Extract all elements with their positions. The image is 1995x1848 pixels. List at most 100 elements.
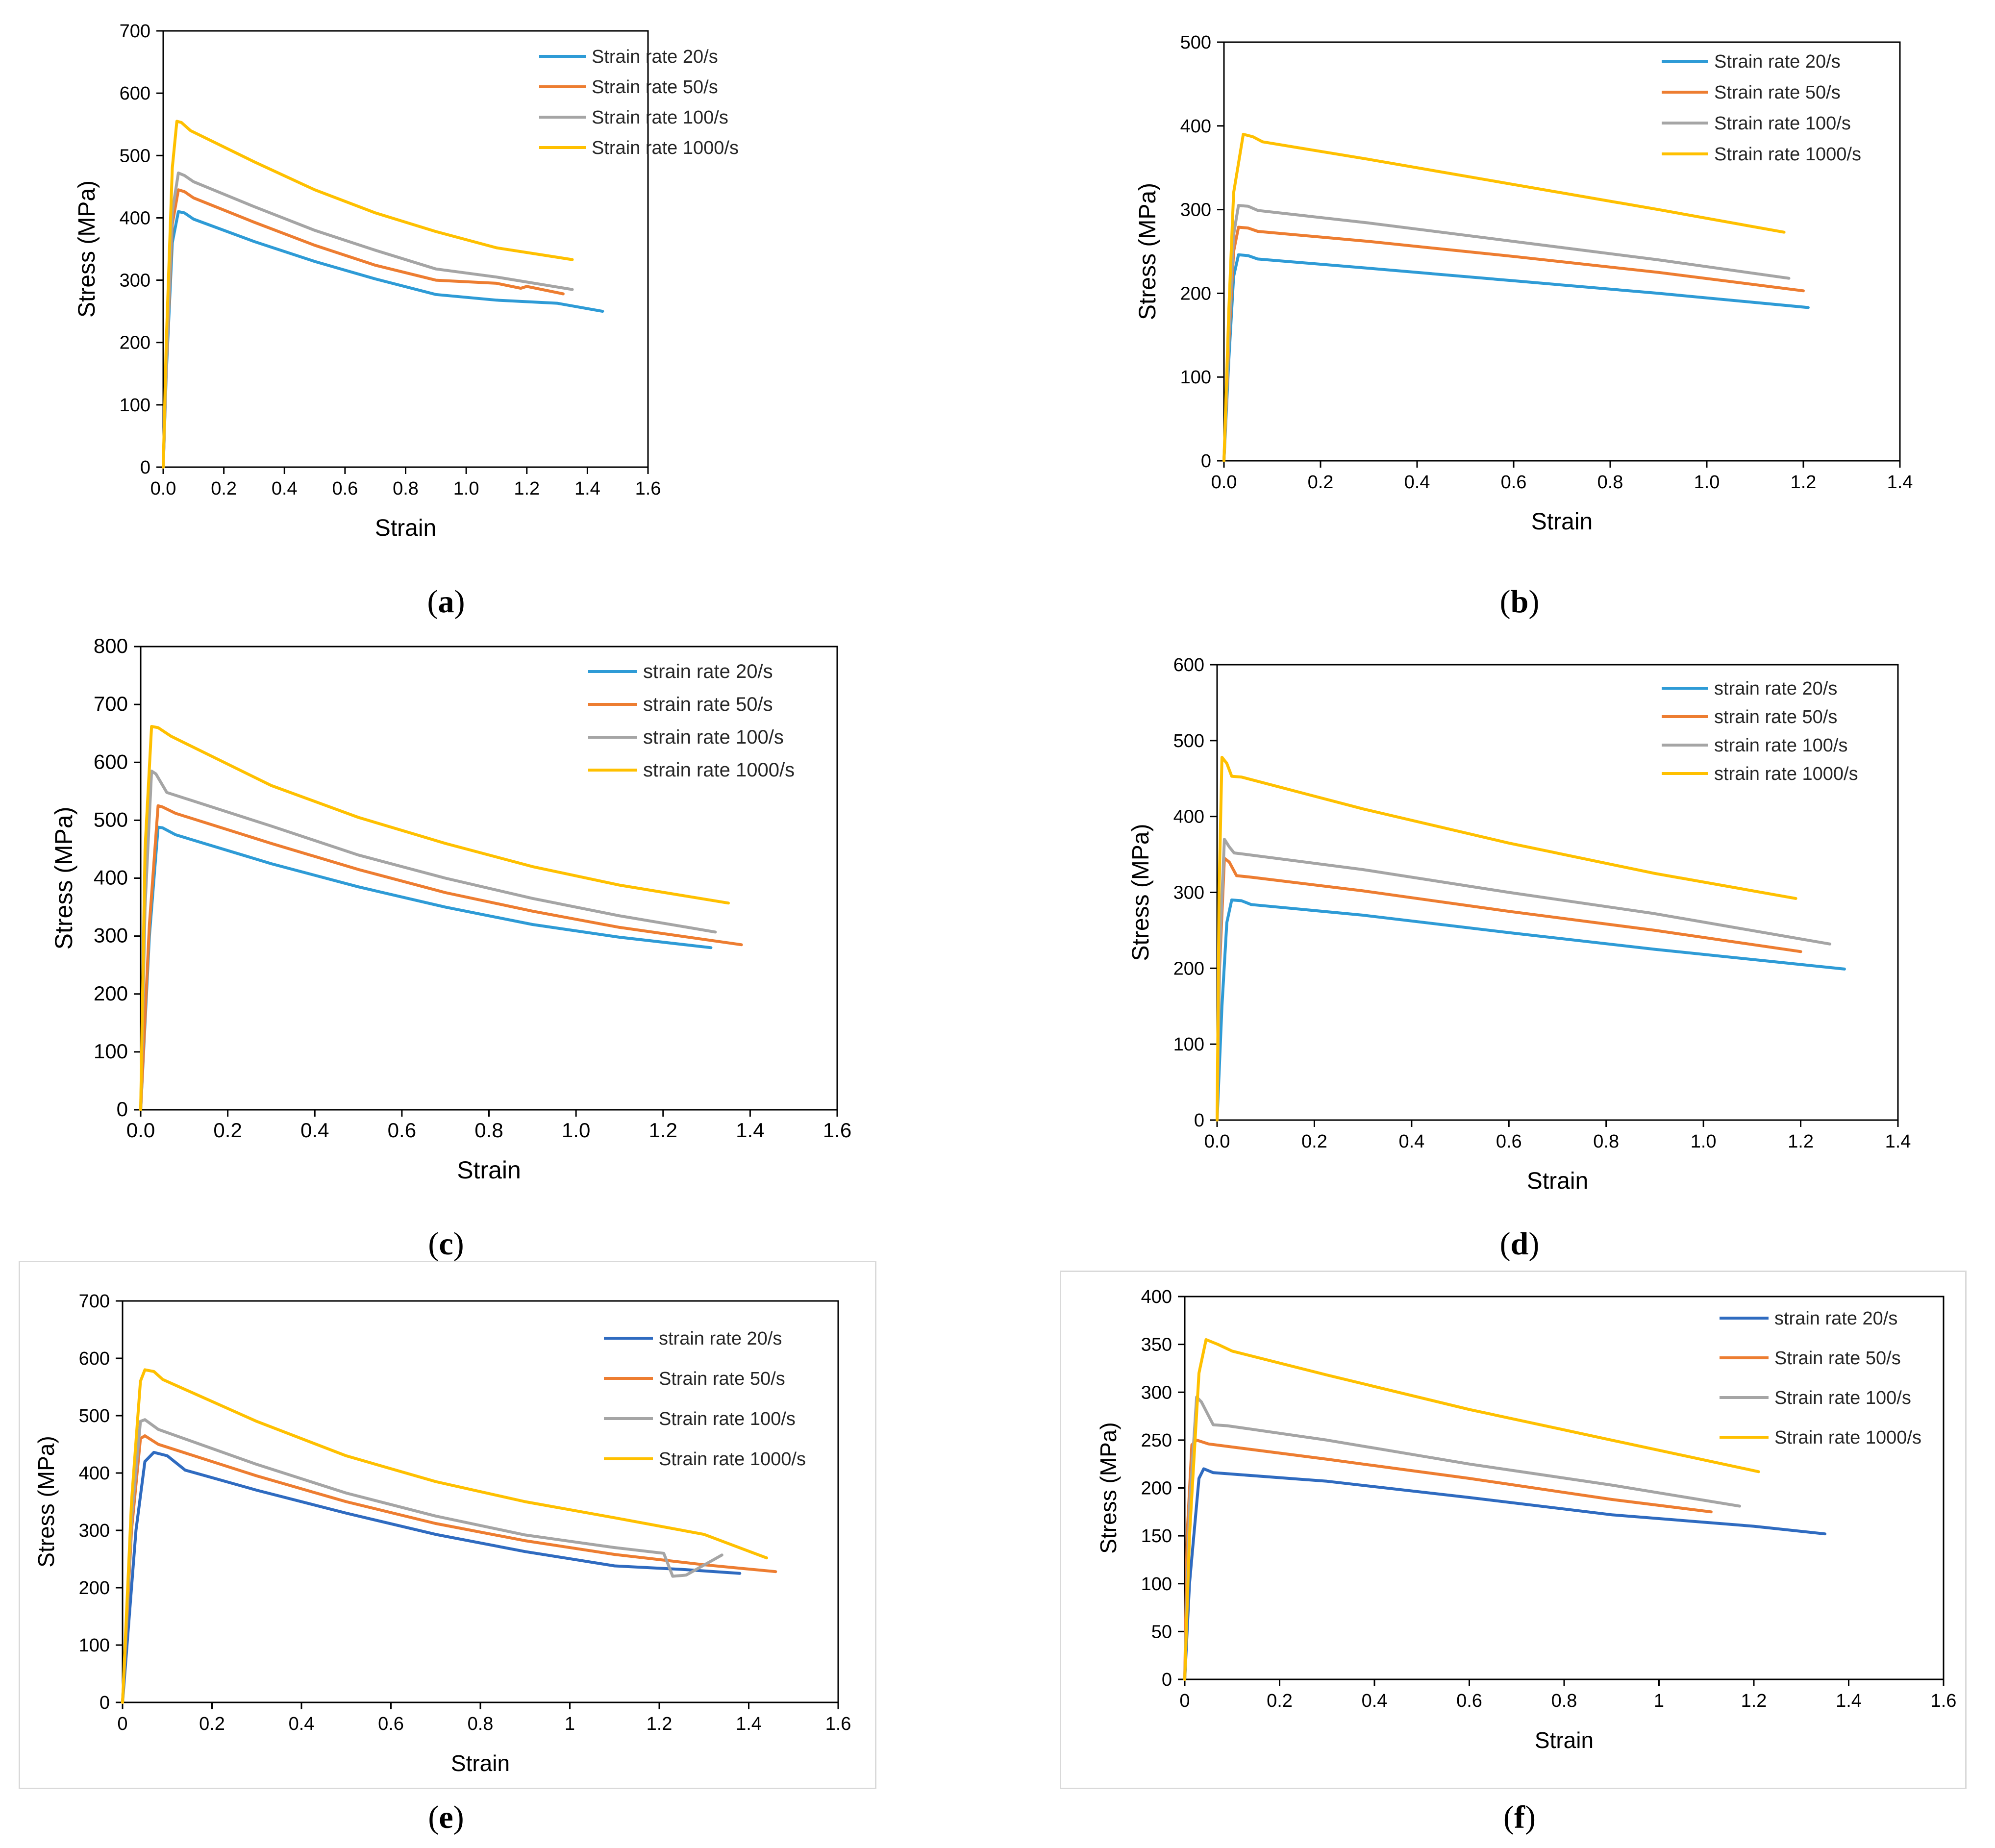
chart-panel-d: 0.0 0.2 0.4 0.6 0.8 1.0 1.2 1.4 0 100 200 300 400 500… <box>1029 618 1995 1230</box>
y-axis-label: Stress (MPa) <box>74 180 100 318</box>
x-tick-label: 0.6 <box>378 1714 404 1734</box>
y-tick-label: 600 <box>1173 655 1204 675</box>
y-tick-label: 800 <box>94 634 128 657</box>
legend-label: strain rate 20/s <box>659 1328 782 1349</box>
y-axis-label: Stress (MPa) <box>1128 824 1154 961</box>
x-axis-label: Strain <box>1527 1168 1588 1194</box>
x-tick-label: 0.0 <box>150 478 176 499</box>
x-tick-label: 0.2 <box>1267 1691 1293 1711</box>
caption-d: (d) <box>1499 1226 1540 1262</box>
y-tick-label: 500 <box>79 1406 110 1426</box>
x-tick-label: 0.6 <box>1496 1131 1522 1152</box>
y-tick-label: 500 <box>94 808 128 831</box>
legend-label: Strain rate 50/s <box>1714 82 1841 103</box>
y-tick-label: 100 <box>1141 1574 1172 1595</box>
x-tick-label: 0.8 <box>468 1714 494 1734</box>
legend-label: Strain rate 1000/s <box>592 138 739 158</box>
series-line-c-2 <box>139 804 743 1111</box>
legend-label: Strain rate 1000/s <box>1714 144 1861 165</box>
y-tick-label: 200 <box>1141 1478 1172 1499</box>
legend-label: Strain rate 1000/s <box>659 1449 806 1470</box>
y-tick-label: 250 <box>1141 1430 1172 1451</box>
x-tick-label: 0.2 <box>211 478 237 499</box>
y-tick-label: 0 <box>1194 1110 1204 1131</box>
series-line-c-1 <box>139 825 713 1111</box>
x-tick-label: 1.4 <box>736 1714 762 1734</box>
x-axis-label: Strain <box>1535 1727 1594 1753</box>
series-line-a-1 <box>162 210 604 469</box>
y-tick-label: 100 <box>1173 1034 1204 1055</box>
x-tick-label: 0.6 <box>1456 1691 1482 1711</box>
series-line-c-3 <box>139 770 717 1111</box>
x-tick-label: 0.0 <box>1211 472 1237 493</box>
y-tick-label: 100 <box>79 1635 110 1656</box>
series-line-e-2 <box>121 1434 777 1704</box>
y-tick-label: 500 <box>120 146 150 166</box>
caption-b: (b) <box>1499 584 1540 620</box>
legend-label: Strain rate 50/s <box>592 77 718 98</box>
plot-area-e <box>122 1300 839 1703</box>
x-tick-label: 0.4 <box>1404 472 1430 493</box>
legend-label: Strain rate 100/s <box>592 107 728 128</box>
chart-panel-f: 0 0.2 0.4 0.6 0.8 1 1.2 1.4 1.6 0 50 100 150 200 250 30… <box>1029 1255 1995 1794</box>
y-tick-label: 0 <box>140 457 150 478</box>
legend-label: strain rate 50/s <box>643 694 773 715</box>
x-tick-label: 1.0 <box>562 1119 590 1142</box>
y-tick-label: 200 <box>120 333 150 353</box>
y-tick-label: 300 <box>120 271 150 291</box>
legend-label: strain rate 1000/s <box>643 759 795 781</box>
chart-c-svg: 0.0 0.2 0.4 0.6 0.8 1.0 1.2 1.4 1.6 0 100 200 300 400… <box>50 634 851 1184</box>
legend-label: strain rate 100/s <box>1714 735 1847 756</box>
y-tick-label: 500 <box>1180 32 1211 53</box>
panel-e-frame <box>19 1261 876 1789</box>
y-tick-label: 400 <box>120 208 150 228</box>
x-tick-label: 1.6 <box>1931 1691 1957 1711</box>
y-tick-label: 600 <box>79 1349 110 1369</box>
series-line-f-3 <box>1183 1396 1741 1681</box>
legend-label: Strain rate 100/s <box>1714 113 1851 134</box>
y-tick-label: 200 <box>79 1578 110 1598</box>
plot-area-a <box>162 30 649 468</box>
y-tick-label: 100 <box>120 395 150 416</box>
chart-d-svg: 0.0 0.2 0.4 0.6 0.8 1.0 1.2 1.4 0 100 200 300 400 500… <box>1128 655 1911 1194</box>
y-tick-label: 300 <box>1180 200 1211 221</box>
series-line-b-1 <box>1222 253 1810 462</box>
caption-d-letter: d <box>1510 1226 1529 1262</box>
y-tick-label: 150 <box>1141 1526 1172 1547</box>
y-tick-label: 400 <box>1141 1287 1172 1307</box>
y-axis-label: Stress (MPa) <box>50 807 77 950</box>
x-tick-label: 0.4 <box>272 478 298 499</box>
caption-c-letter: c <box>439 1226 453 1262</box>
y-tick-label: 0 <box>100 1693 110 1713</box>
chart-panel-b: 0.0 0.2 0.4 0.6 0.8 1.0 1.2 1.4 0 100 200 300 400 500… <box>1029 0 1995 588</box>
x-tick-label: 1.0 <box>453 478 479 499</box>
y-tick-label: 100 <box>1180 367 1211 388</box>
x-tick-label: 0 <box>1179 1691 1190 1711</box>
x-tick-label: 1.4 <box>736 1119 764 1142</box>
plot-area-b <box>1223 41 1901 462</box>
series-line-a-3 <box>162 171 574 469</box>
x-tick-label: 1.4 <box>1887 472 1913 493</box>
y-tick-label: 700 <box>120 21 150 42</box>
y-tick-label: 0 <box>117 1098 128 1121</box>
y-tick-label: 300 <box>1173 883 1204 903</box>
x-tick-label: 1.2 <box>514 478 540 499</box>
chart-a-svg: 0.0 0.2 0.4 0.6 0.8 1.0 1.2 1.4 1.6 0 100 200 300 400… <box>74 21 739 541</box>
y-tick-label: 300 <box>94 924 128 947</box>
plot-area-c <box>140 646 838 1111</box>
x-tick-label: 1.0 <box>1691 1131 1717 1152</box>
y-tick-label: 350 <box>1141 1335 1172 1355</box>
legend-label: Strain rate 20/s <box>1714 51 1841 72</box>
x-tick-label: 1.6 <box>825 1714 851 1734</box>
series-line-b-3 <box>1222 204 1791 462</box>
y-tick-label: 700 <box>94 692 128 715</box>
legend-label: strain rate 50/s <box>1714 707 1837 727</box>
y-tick-label: 400 <box>94 866 128 889</box>
chart-b-svg: 0.0 0.2 0.4 0.6 0.8 1.0 1.2 1.4 0 100 200 300 400 500… <box>1135 32 1913 535</box>
caption-f: (f) <box>1503 1799 1536 1835</box>
series-line-f-4 <box>1183 1338 1760 1681</box>
y-tick-label: 400 <box>1180 116 1211 137</box>
y-tick-label: 200 <box>94 982 128 1005</box>
chart-panel-e: 0 0.2 0.4 0.6 0.8 1 1.2 1.4 1.6 0 100 200 300 400 500 6… <box>0 1255 980 1794</box>
x-tick-label: 1.4 <box>1885 1131 1911 1152</box>
